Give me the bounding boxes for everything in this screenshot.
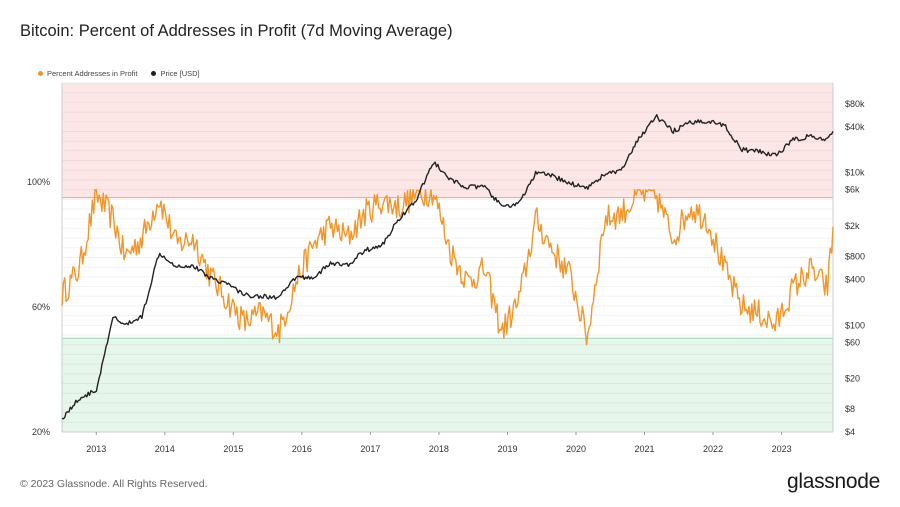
y-right-tick-label: $60 <box>845 337 860 347</box>
x-tick-label: 2023 <box>772 444 792 454</box>
y-right-tick-label: $2k <box>845 221 860 231</box>
legend-label-price: Price [USD] <box>160 69 200 78</box>
chart-title: Bitcoin: Percent of Addresses in Profit … <box>20 22 453 40</box>
x-tick-label: 2014 <box>155 444 175 454</box>
legend-dot-orange <box>38 71 43 76</box>
y-left-tick-label: 60% <box>32 302 50 312</box>
legend-item-price[interactable]: Price [USD] <box>151 69 200 78</box>
y-right-tick-label: $80k <box>845 99 865 109</box>
y-right-tick-label: $800 <box>845 251 865 261</box>
y-left-tick-label: 20% <box>32 427 50 437</box>
y-left-tick-label: 100% <box>27 177 50 187</box>
y-right-tick-label: $40k <box>845 122 865 132</box>
x-tick-label: 2015 <box>223 444 243 454</box>
y-right-tick-label: $8 <box>845 404 855 414</box>
y-right-tick-label: $10k <box>845 168 865 178</box>
legend-dot-black <box>151 71 157 76</box>
y-right-tick-label: $20 <box>845 374 860 384</box>
x-tick-label: 2017 <box>360 444 380 454</box>
y-right-tick-label: $400 <box>845 274 865 284</box>
glassnode-logo: glassnode <box>786 470 880 493</box>
y-right-tick-label: $6k <box>845 185 860 195</box>
chart-legend: Percent Addresses in Profit Price [USD] <box>38 69 200 78</box>
copyright-footer: © 2023 Glassnode. All Rights Reserved. <box>20 478 208 490</box>
y-right-tick-label: $4 <box>845 427 855 437</box>
legend-label-percent: Percent Addresses in Profit <box>47 69 138 78</box>
band-low <box>62 338 833 432</box>
x-tick-label: 2020 <box>566 444 586 454</box>
x-tick-label: 2018 <box>429 444 449 454</box>
series-line-price <box>61 114 834 420</box>
x-tick-label: 2019 <box>497 444 517 454</box>
series-line-percent-in-profit <box>61 189 834 346</box>
x-tick-label: 2016 <box>292 444 312 454</box>
legend-item-percent[interactable]: Percent Addresses in Profit <box>38 69 137 78</box>
x-tick-label: 2022 <box>703 444 723 454</box>
x-tick-label: 2021 <box>635 444 655 454</box>
y-right-tick-label: $100 <box>845 320 865 330</box>
x-tick-label: 2013 <box>86 444 106 454</box>
